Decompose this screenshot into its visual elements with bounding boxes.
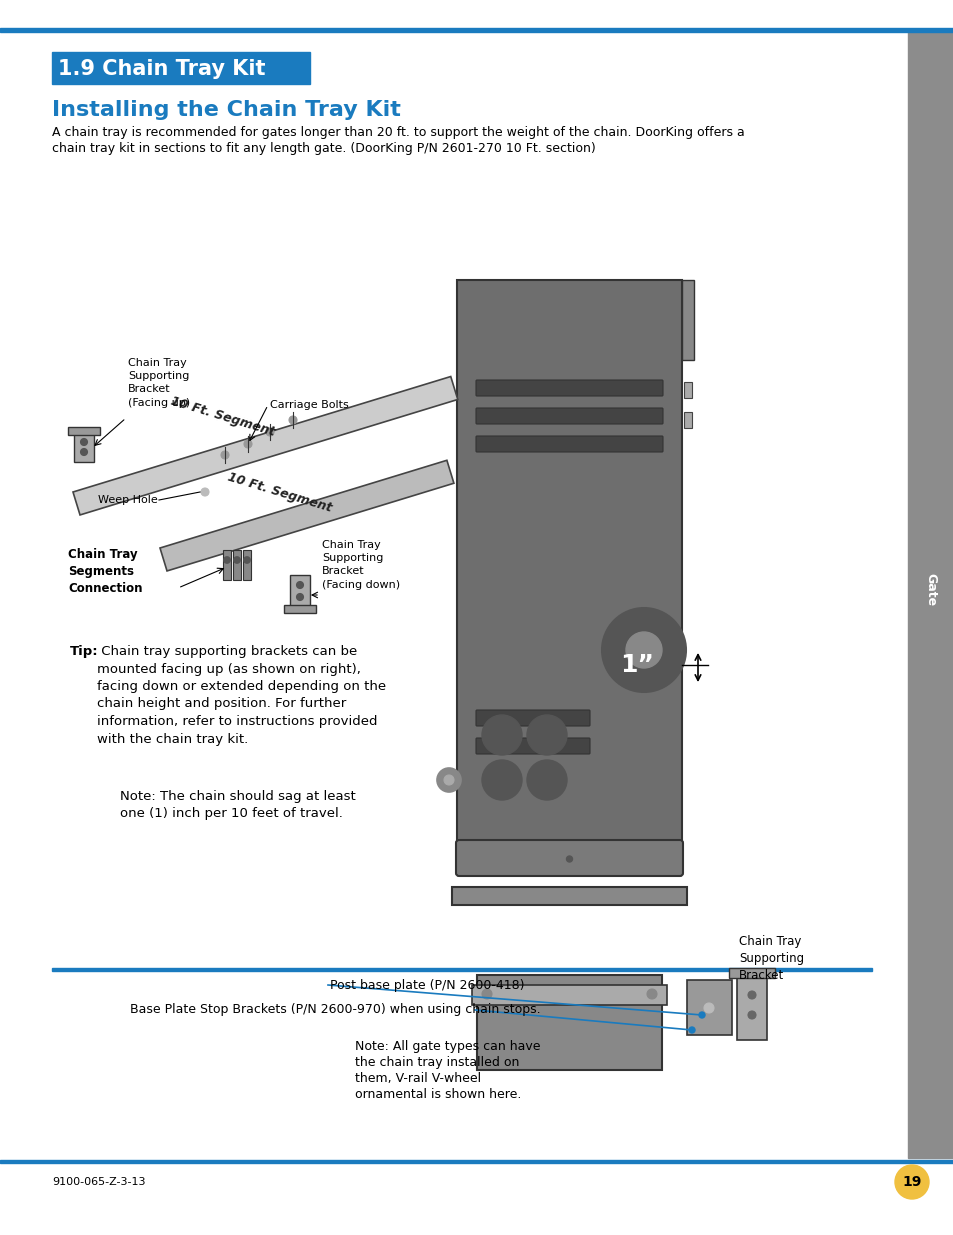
Bar <box>52 968 871 971</box>
Text: Chain tray supporting brackets can be
mounted facing up (as shown on right),
fac: Chain tray supporting brackets can be mo… <box>97 645 386 746</box>
Bar <box>243 550 251 580</box>
Circle shape <box>221 451 229 459</box>
Text: Chain Tray
Segments
Connection: Chain Tray Segments Connection <box>68 548 142 595</box>
Text: A chain tray is recommended for gates longer than 20 ft. to support the weight o: A chain tray is recommended for gates lo… <box>52 126 744 140</box>
Text: Chain Tray
Supporting
Bracket
(Facing down): Chain Tray Supporting Bracket (Facing do… <box>322 540 399 589</box>
Bar <box>907 32 953 1158</box>
Circle shape <box>266 429 274 436</box>
Text: 10 Ft. Segment: 10 Ft. Segment <box>226 471 334 515</box>
Circle shape <box>747 990 755 999</box>
Bar <box>68 427 100 435</box>
Bar <box>683 412 691 429</box>
FancyBboxPatch shape <box>476 739 589 755</box>
Circle shape <box>296 594 303 600</box>
Text: Base Plate Stop Brackets (P/N 2600-970) when using chain stops.: Base Plate Stop Brackets (P/N 2600-970) … <box>130 1004 540 1016</box>
Bar <box>476 974 661 1070</box>
Circle shape <box>296 582 303 589</box>
Bar <box>456 280 681 845</box>
Bar <box>290 576 310 606</box>
Bar <box>681 280 693 359</box>
Circle shape <box>80 438 88 446</box>
Circle shape <box>526 760 566 800</box>
Bar <box>728 968 774 978</box>
Text: one (1) inch per 10 feet of travel.: one (1) inch per 10 feet of travel. <box>120 806 342 820</box>
FancyBboxPatch shape <box>476 380 662 396</box>
Circle shape <box>747 1011 755 1019</box>
Bar <box>686 981 731 1035</box>
Polygon shape <box>160 461 454 571</box>
Text: Chain Tray
Supporting
Bracket: Chain Tray Supporting Bracket <box>739 935 803 982</box>
Text: Installing the Chain Tray Kit: Installing the Chain Tray Kit <box>52 100 400 120</box>
Bar <box>472 986 666 1005</box>
Bar <box>0 1160 953 1163</box>
Text: Tip:: Tip: <box>70 645 98 658</box>
Circle shape <box>894 1165 928 1199</box>
Text: Carriage Bolts: Carriage Bolts <box>270 400 349 410</box>
Text: chain tray kit in sections to fit any length gate. (DoorKing P/N 2601-270 10 Ft.: chain tray kit in sections to fit any le… <box>52 142 595 156</box>
Circle shape <box>223 557 231 563</box>
Circle shape <box>481 715 521 755</box>
Text: Note: All gate types can have: Note: All gate types can have <box>355 1040 540 1053</box>
FancyBboxPatch shape <box>476 408 662 424</box>
Circle shape <box>233 557 240 563</box>
Text: 1.9 Chain Tray Kit: 1.9 Chain Tray Kit <box>58 59 265 79</box>
Text: 9100-065-Z-3-13: 9100-065-Z-3-13 <box>52 1177 146 1187</box>
Text: Post base plate (P/N 2600-418): Post base plate (P/N 2600-418) <box>330 978 524 992</box>
FancyBboxPatch shape <box>476 436 662 452</box>
Circle shape <box>526 715 566 755</box>
Bar <box>737 969 766 1040</box>
Text: Weep Hole: Weep Hole <box>98 495 158 505</box>
Circle shape <box>443 776 454 785</box>
Circle shape <box>601 608 685 692</box>
Bar <box>284 605 315 613</box>
Circle shape <box>243 557 251 563</box>
Text: 1”: 1” <box>619 653 654 677</box>
Text: Note: The chain should sag at least: Note: The chain should sag at least <box>120 790 355 803</box>
Bar <box>0 28 953 32</box>
Circle shape <box>566 856 572 862</box>
Circle shape <box>289 416 296 424</box>
Text: 19: 19 <box>902 1174 921 1189</box>
Text: 10 Ft. Segment: 10 Ft. Segment <box>169 395 276 440</box>
Circle shape <box>625 632 661 668</box>
Bar <box>452 887 686 905</box>
Circle shape <box>646 989 657 999</box>
Circle shape <box>244 440 252 448</box>
Text: the chain tray installed on: the chain tray installed on <box>355 1056 518 1070</box>
Bar <box>233 550 241 580</box>
Polygon shape <box>73 377 457 515</box>
Bar <box>683 382 691 398</box>
Circle shape <box>703 1003 713 1013</box>
Text: them, V-rail V-wheel: them, V-rail V-wheel <box>355 1072 480 1086</box>
Circle shape <box>80 448 88 456</box>
Circle shape <box>481 989 492 999</box>
Text: Gate: Gate <box>923 573 937 606</box>
Bar <box>74 430 94 462</box>
Circle shape <box>688 1028 695 1032</box>
Circle shape <box>201 488 209 496</box>
Bar <box>223 550 231 580</box>
FancyBboxPatch shape <box>476 710 589 726</box>
Bar <box>52 52 310 84</box>
Circle shape <box>436 768 460 792</box>
Text: ornamental is shown here.: ornamental is shown here. <box>355 1088 521 1100</box>
FancyBboxPatch shape <box>456 840 682 876</box>
Circle shape <box>481 760 521 800</box>
Circle shape <box>699 1011 704 1018</box>
Text: Chain Tray
Supporting
Bracket
(Facing up): Chain Tray Supporting Bracket (Facing up… <box>128 358 190 408</box>
